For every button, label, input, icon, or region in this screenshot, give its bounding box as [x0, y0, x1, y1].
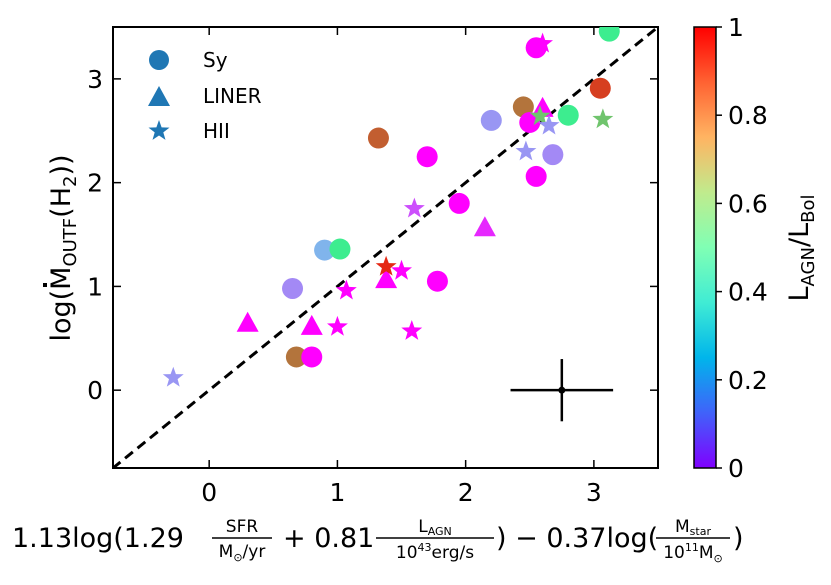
y-axis-label: log(MOUTF(H2)): [46, 154, 81, 341]
colorbar-tick-label: 0.2: [728, 366, 768, 395]
hii-point: [538, 114, 560, 135]
sy-point: [329, 238, 351, 260]
colorbar-tick-label: 0.6: [728, 189, 768, 218]
sy-point: [282, 277, 304, 299]
error-bar-center: [558, 386, 566, 394]
xlabel-term2: + 0.81: [283, 523, 374, 554]
legend-triangle-icon: [148, 86, 170, 106]
x-tick-label: 0: [201, 478, 217, 507]
sy-point: [426, 270, 448, 292]
xlabel-frac3-denominator: 1011M⊙: [663, 541, 723, 565]
xlabel-frac1-numerator: SFR: [226, 517, 259, 537]
sy-point: [416, 146, 438, 168]
typical-error-bar: [510, 359, 614, 422]
hii-point: [401, 320, 423, 340]
sy-point: [598, 27, 620, 42]
mdot-dot: [43, 283, 47, 287]
axis-ticks: 0 1 2 3 0 1 2 3: [87, 27, 658, 507]
y-tick-label: 1: [87, 272, 103, 301]
hii-point: [391, 259, 412, 280]
sy-point: [448, 192, 470, 214]
sy-point: [480, 109, 502, 131]
xlabel-term1: 1.13log(1.29: [12, 523, 184, 554]
liner-point: [473, 216, 496, 237]
hii-point: [532, 32, 553, 53]
legend-label-sy: Sy: [203, 48, 228, 72]
liner-point: [300, 314, 323, 335]
x-tick-label: 1: [329, 478, 345, 507]
xlabel-close-paren: ): [733, 523, 744, 554]
colorbar: [693, 26, 717, 469]
xlabel-term3: ) − 0.37log(: [496, 523, 658, 554]
data-points: [162, 27, 620, 387]
hii-point: [403, 197, 425, 218]
x-tick-label: 3: [586, 478, 602, 507]
colorbar-tick-label: 0.4: [728, 278, 768, 307]
legend-label-hii: HII: [203, 119, 230, 143]
xlabel-frac1-denominator: M⊙/yr: [219, 542, 266, 564]
colorbar-tick-label: 1: [728, 13, 744, 42]
xlabel-frac3-numerator: Mstar: [675, 517, 711, 538]
colorbar-tick-label: 0: [728, 454, 744, 483]
sy-point: [285, 346, 307, 368]
sy-point: [525, 165, 547, 187]
sy-point: [589, 77, 611, 99]
colorbar-tick-label: 0.8: [728, 101, 768, 130]
legend-star-icon: [148, 120, 170, 140]
legend: Sy LINER HII: [148, 48, 262, 143]
x-tick-label: 2: [458, 478, 474, 507]
sy-point: [367, 127, 389, 149]
sy-point: [557, 104, 579, 126]
xlabel-frac2-denominator: 1043erg/s: [396, 541, 474, 563]
colorbar-ticks: 0 0.2 0.4 0.6 0.8 1: [716, 13, 768, 483]
sy-point: [519, 111, 541, 133]
hii-point: [515, 140, 537, 161]
sy-point: [314, 239, 336, 261]
sy-point: [301, 346, 323, 368]
liner-point: [375, 268, 398, 289]
hii-point: [335, 279, 357, 300]
one-to-one-dashed-line: [113, 27, 658, 468]
y-tick-label: 3: [87, 65, 103, 94]
hii-point: [375, 255, 397, 276]
hii-point: [162, 366, 184, 387]
y-tick-label: 0: [87, 376, 103, 405]
legend-label-liner: LINER: [203, 84, 262, 108]
x-axis-label: 1.13log(1.29 SFR M⊙/yr + 0.81 LAGN 1043e…: [12, 517, 744, 565]
hii-point: [592, 108, 614, 129]
legend-circle-icon: [149, 50, 169, 70]
liner-point: [236, 311, 259, 332]
hii-point: [529, 105, 551, 126]
colorbar-label: LAGN/LBol: [784, 195, 819, 302]
sy-point: [542, 144, 564, 166]
y-tick-label: 2: [87, 169, 103, 198]
hii-point: [327, 315, 348, 336]
liner-point: [531, 96, 554, 117]
xlabel-frac2-numerator: LAGN: [418, 517, 452, 538]
